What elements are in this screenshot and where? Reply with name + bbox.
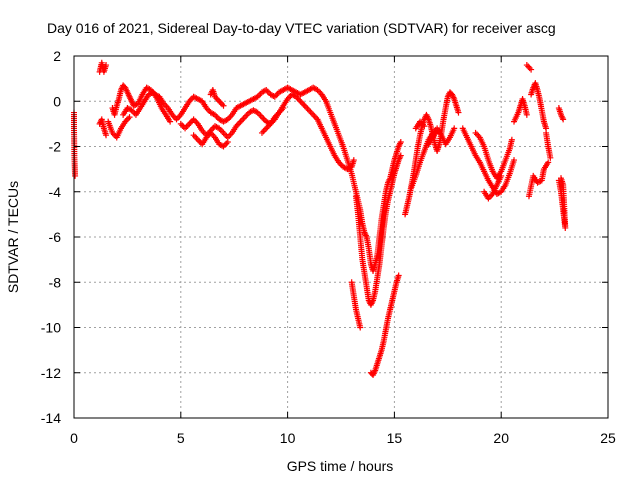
x-tick-label: 10 [280,430,296,446]
x-tick-label: 25 [600,430,616,446]
data-point [350,157,357,164]
data-point [280,105,287,112]
data-point [455,109,462,116]
data-point [558,175,565,182]
data-point [547,154,554,161]
tick-labels: 0 5 10 15 20 25 -14 -12 -10 -8 -6 -4 -2 0 2 [41,48,616,446]
y-tick-label: 2 [53,48,61,64]
y-tick-label: -10 [41,320,61,336]
data-point [397,138,404,145]
data-point [511,157,518,164]
data-point [126,114,133,121]
y-tick-label: -14 [41,410,61,426]
data-point [397,152,404,159]
y-tick-label: -6 [49,229,62,245]
axis-ticks [73,55,609,419]
y-tick-label: -12 [41,365,61,381]
data-point [434,127,441,134]
data-point [395,272,402,279]
data-point [72,172,79,179]
x-tick-label: 5 [177,430,185,446]
x-tick-label: 15 [387,430,403,446]
y-tick-label: -8 [49,274,62,290]
data-point [103,132,110,139]
data-point [545,159,552,166]
chart-title: Day 016 of 2021, Sidereal Day-to-day VTE… [47,20,556,36]
data-point [224,138,231,145]
data-point [357,324,364,331]
data-point [528,66,535,73]
y-tick-label: -2 [49,139,62,155]
data-point [421,123,428,130]
data-point [498,172,505,179]
data-point [523,111,530,118]
y-axis-title: SDTVAR / TECUs [5,181,21,293]
data-series-sdtvar [71,59,569,379]
y-tick-label: 0 [53,93,61,109]
grid-lines [74,56,608,418]
data-point [167,118,174,125]
x-tick-label: 0 [70,430,78,446]
data-point [451,125,458,132]
x-axis-title: GPS time / hours [287,458,394,474]
data-point [220,102,227,109]
y-tick-label: -4 [49,184,62,200]
data-point [560,116,567,123]
x-tick-label: 20 [493,430,509,446]
data-point [103,62,110,69]
data-point [508,136,515,143]
